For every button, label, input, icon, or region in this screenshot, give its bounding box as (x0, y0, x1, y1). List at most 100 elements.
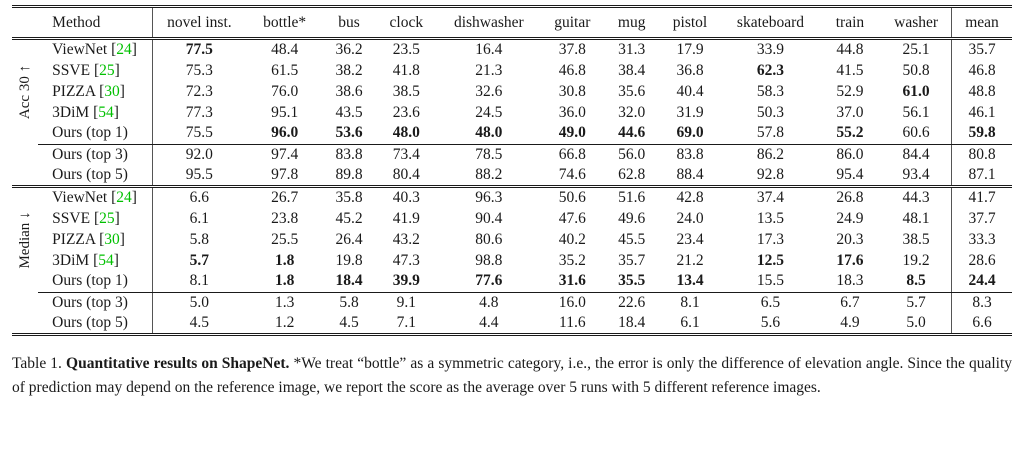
metric-value: 50.8 (902, 61, 930, 79)
metric-value: 92.8 (722, 165, 819, 188)
metric-value: 47.6 (558, 209, 586, 227)
metric-value: 6.5 (760, 293, 781, 311)
method-name: ViewNet [24] (38, 38, 154, 60)
metric-group-spacer (12, 144, 38, 165)
metric-value: 26.8 (836, 189, 864, 206)
metric-value: 8.5 (881, 271, 952, 293)
metric-value: 5.7 (189, 251, 210, 269)
column-header-category: mug (605, 5, 658, 40)
metric-value: 74.6 (539, 165, 606, 188)
metric-value: 16.4 (475, 41, 503, 58)
metric-value: 35.8 (335, 189, 363, 206)
column-header-category: dishwasher (438, 5, 540, 40)
metric-value: 26.7 (271, 189, 299, 206)
column-header-category: guitar (539, 5, 606, 40)
mean-value: 59.8 (951, 123, 1012, 145)
metric-value: 5.0 (881, 313, 952, 336)
citation-link[interactable]: 24 (116, 189, 132, 206)
metric-value: 97.4 (271, 145, 299, 163)
metric-value: 23.8 (271, 209, 299, 227)
table-row: Ours (top 1) 8.1 1.8 18.4 39.9 77.6 31.6 35.5 13… (12, 271, 1012, 293)
metric-value: 1.2 (245, 313, 324, 336)
metric-group-text: Acc 30 ↑ (17, 64, 34, 120)
metric-value: 24.0 (676, 209, 704, 227)
metric-value: 44.8 (836, 41, 864, 58)
caption-label: Table 1. (12, 355, 62, 372)
metric-value: 75.5 (152, 123, 246, 145)
metric-value: 38.6 (335, 82, 363, 100)
metric-value: 88.2 (438, 165, 540, 188)
metric-value: 1.8 (245, 271, 324, 293)
column-header-category: skateboard (722, 5, 819, 40)
metric-group-label: Median ↓ (12, 187, 38, 293)
metric-value: 24.9 (836, 209, 864, 227)
metric-value: 38.5 (902, 230, 930, 248)
method-name: 3DiM [54] (38, 102, 154, 123)
metric-value: 60.6 (881, 123, 952, 145)
method-name: SSVE [25] (38, 60, 154, 81)
method-name: Ours (top 3) (38, 292, 154, 313)
metric-value: 8.1 (152, 271, 246, 293)
metric-group-spacer (12, 313, 39, 336)
metric-value: 62.8 (605, 165, 658, 188)
table-row: Ours (top 3) 92.0 97.4 83.8 73.4 78.5 66.8 56.0… (12, 144, 1012, 165)
column-header-category: bottle* (245, 5, 324, 40)
caption-body: *We treat “bottle” as a symmetric catego… (12, 355, 1013, 396)
metric-value: 13.5 (756, 209, 785, 227)
citation-link[interactable]: 30 (104, 230, 120, 248)
column-header-category: pistol (657, 5, 723, 40)
method-name: Ours (top 3) (38, 144, 154, 165)
metric-value: 18.3 (818, 271, 882, 293)
metric-value: 5.8 (189, 230, 210, 248)
metric-value: 4.4 (438, 313, 540, 336)
metric-value: 13.4 (657, 271, 723, 293)
metric-value: 75.3 (185, 61, 213, 79)
metric-value: 35.2 (558, 251, 586, 269)
method-name: SSVE [25] (38, 208, 154, 229)
metric-value: 21.3 (475, 61, 503, 79)
table-row: PIZZA [30] 72.3 76.0 38.6 38.5 32.6 30.8 35.6 40… (12, 81, 1012, 102)
metric-value: 31.3 (618, 41, 646, 58)
metric-value: 41.5 (836, 61, 864, 79)
citation-link[interactable]: 25 (99, 61, 115, 79)
metric-value: 77.5 (185, 41, 213, 58)
citation-link[interactable]: 25 (99, 209, 115, 227)
metric-value: 61.5 (271, 61, 299, 79)
metric-value: 73.4 (392, 145, 420, 163)
metric-value: 49.0 (539, 123, 606, 145)
metric-value: 90.4 (475, 209, 503, 227)
metric-value: 62.3 (756, 61, 785, 79)
table-caption: Table 1. Quantitative results on ShapeNe… (12, 352, 1012, 399)
metric-value: 19.8 (335, 251, 363, 269)
mean-value: 24.4 (951, 271, 1012, 293)
citation-link[interactable]: 54 (98, 103, 114, 121)
metric-value: 41.8 (392, 61, 420, 79)
metric-value: 48.1 (902, 209, 930, 227)
metric-value: 20.3 (836, 230, 864, 248)
method-name: PIZZA [30] (38, 81, 154, 102)
metric-value: 1.8 (274, 251, 295, 269)
metric-value: 17.3 (756, 230, 785, 248)
mean-value: 33.3 (951, 229, 1012, 250)
method-name: Ours (top 1) (38, 271, 154, 293)
metric-value: 41.9 (392, 209, 420, 227)
citation-link[interactable]: 24 (116, 41, 132, 58)
metric-value: 23.5 (392, 41, 420, 58)
metric-value: 92.0 (185, 145, 213, 163)
mean-value: 46.8 (951, 60, 1012, 81)
column-header-method: Method (38, 5, 154, 40)
citation-link[interactable]: 54 (98, 251, 114, 269)
metric-value: 38.5 (392, 82, 420, 100)
metric-value: 37.0 (836, 103, 864, 121)
column-header-category: clock (374, 5, 439, 40)
metric-value: 24.5 (475, 103, 503, 121)
mean-value: 8.3 (951, 292, 1012, 313)
column-header-category: train (818, 5, 882, 40)
metric-value: 18.4 (323, 271, 375, 293)
metric-value: 4.9 (818, 313, 882, 336)
metric-value: 9.1 (396, 293, 417, 311)
mean-value: 37.7 (951, 208, 1012, 229)
citation-link[interactable]: 30 (104, 82, 120, 100)
metric-value: 18.4 (605, 313, 658, 336)
metric-value: 61.0 (902, 82, 930, 100)
